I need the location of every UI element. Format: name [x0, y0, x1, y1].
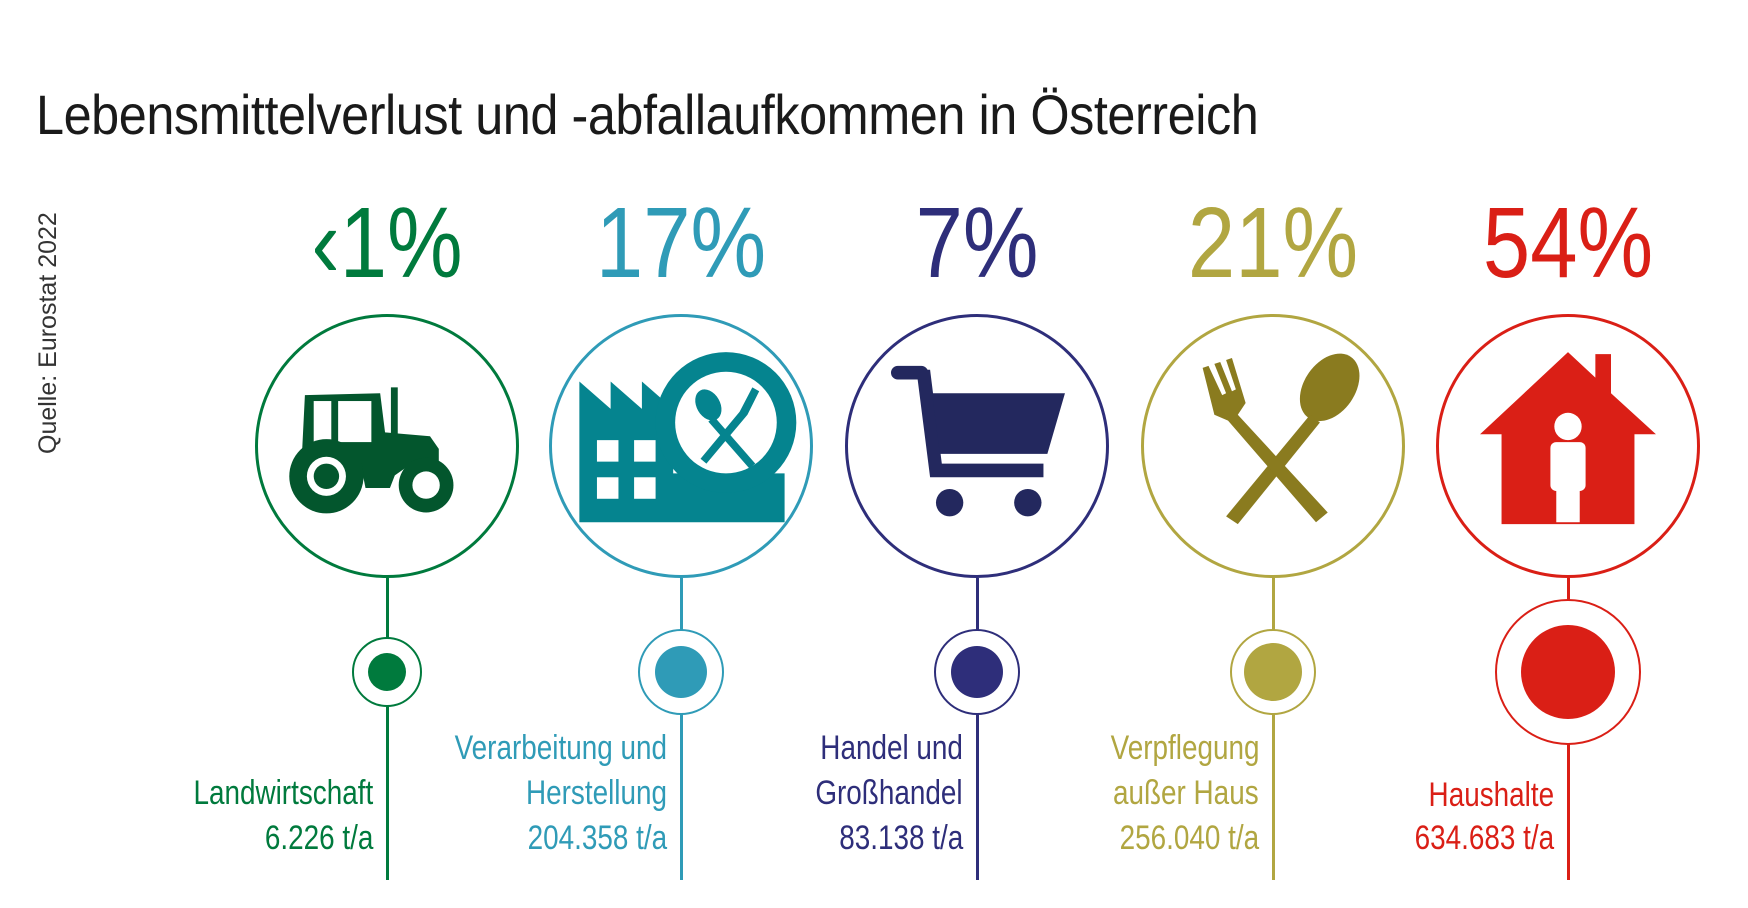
sector-amount: 83.138 t/a	[838, 819, 963, 857]
sector-label: außer Haus	[1113, 774, 1259, 812]
percent-value: 7%	[915, 187, 1039, 299]
source-note: Quelle: Eurostat 2022	[34, 212, 62, 454]
sector-amount: 634.683 t/a	[1414, 819, 1554, 857]
percent-value: 21%	[1187, 187, 1359, 299]
icon-circle	[1436, 314, 1700, 578]
sector-label: Landwirtschaft	[193, 774, 373, 812]
connector-line	[385, 578, 389, 880]
marker-dot	[368, 653, 406, 691]
sector-label: Haushalte	[1428, 776, 1554, 814]
sector-label: Handel und	[820, 729, 963, 767]
fork-spoon-icon	[1202, 353, 1360, 525]
marker-dot	[951, 646, 1003, 698]
sector-label: Verarbeitung und	[454, 729, 667, 767]
marker-dot	[655, 646, 707, 698]
sector-amount: 204.358 t/a	[527, 819, 667, 857]
page-title: Lebensmittelverlust und -abfallaufkommen…	[36, 83, 1259, 146]
percent-value: ‹1%	[311, 187, 463, 299]
sector-amount: 256.040 t/a	[1119, 819, 1259, 857]
factory-plate-icon	[579, 352, 797, 523]
marker-dot	[1521, 625, 1615, 719]
connector-line	[1271, 578, 1275, 880]
percent-value: 17%	[595, 187, 767, 299]
icon-circle	[255, 314, 519, 578]
sector-amount: 6.226 t/a	[264, 819, 373, 857]
icon-circle	[549, 314, 813, 578]
tractor-icon	[289, 387, 454, 514]
connector-line	[975, 578, 979, 880]
sector-label: Großhandel	[815, 774, 963, 812]
house-person-icon	[1480, 352, 1656, 525]
marker-dot	[1244, 643, 1302, 701]
icon-circle	[1141, 314, 1405, 578]
icon-circle	[845, 314, 1109, 578]
sector-label: Herstellung	[525, 774, 667, 812]
percent-value: 54%	[1482, 187, 1654, 299]
shopping-cart-icon	[891, 365, 1065, 517]
sector-label: Verpflegung	[1110, 729, 1259, 767]
connector-line	[679, 578, 683, 880]
